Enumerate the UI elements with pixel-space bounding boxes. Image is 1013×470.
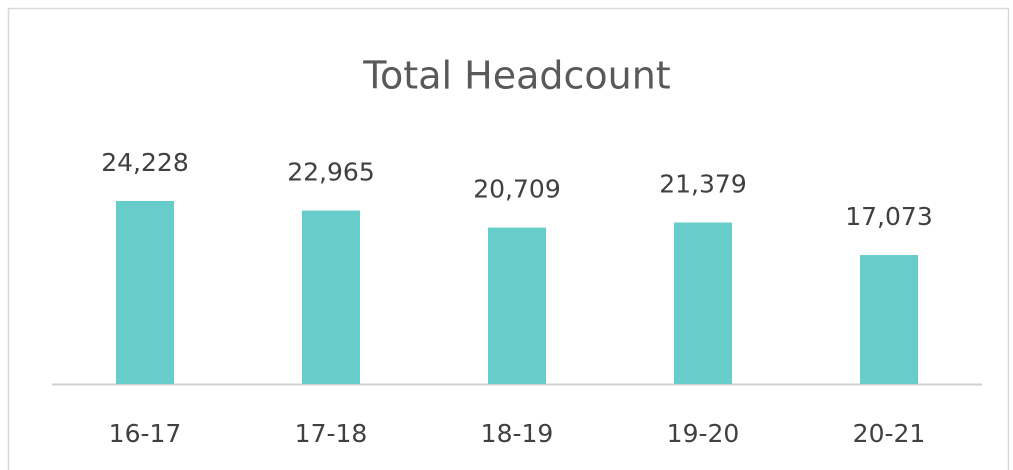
x-tick-label: 19-20 bbox=[667, 419, 740, 448]
chart-frame bbox=[7, 7, 1010, 470]
data-label: 17,073 bbox=[845, 202, 932, 231]
x-tick-label: 17-18 bbox=[295, 419, 368, 448]
bar bbox=[302, 210, 360, 384]
chart-title: Total Headcount bbox=[362, 54, 670, 98]
x-tick-label: 16-17 bbox=[109, 419, 182, 448]
data-label: 24,228 bbox=[101, 148, 188, 177]
data-label: 22,965 bbox=[287, 158, 374, 187]
bar bbox=[860, 255, 918, 384]
x-tick-label: 18-19 bbox=[481, 419, 554, 448]
bar bbox=[488, 227, 546, 384]
bar bbox=[116, 201, 174, 384]
bar bbox=[674, 222, 732, 384]
data-label: 21,379 bbox=[659, 170, 746, 199]
data-label: 20,709 bbox=[473, 175, 560, 204]
x-tick-label: 20-21 bbox=[853, 419, 926, 448]
